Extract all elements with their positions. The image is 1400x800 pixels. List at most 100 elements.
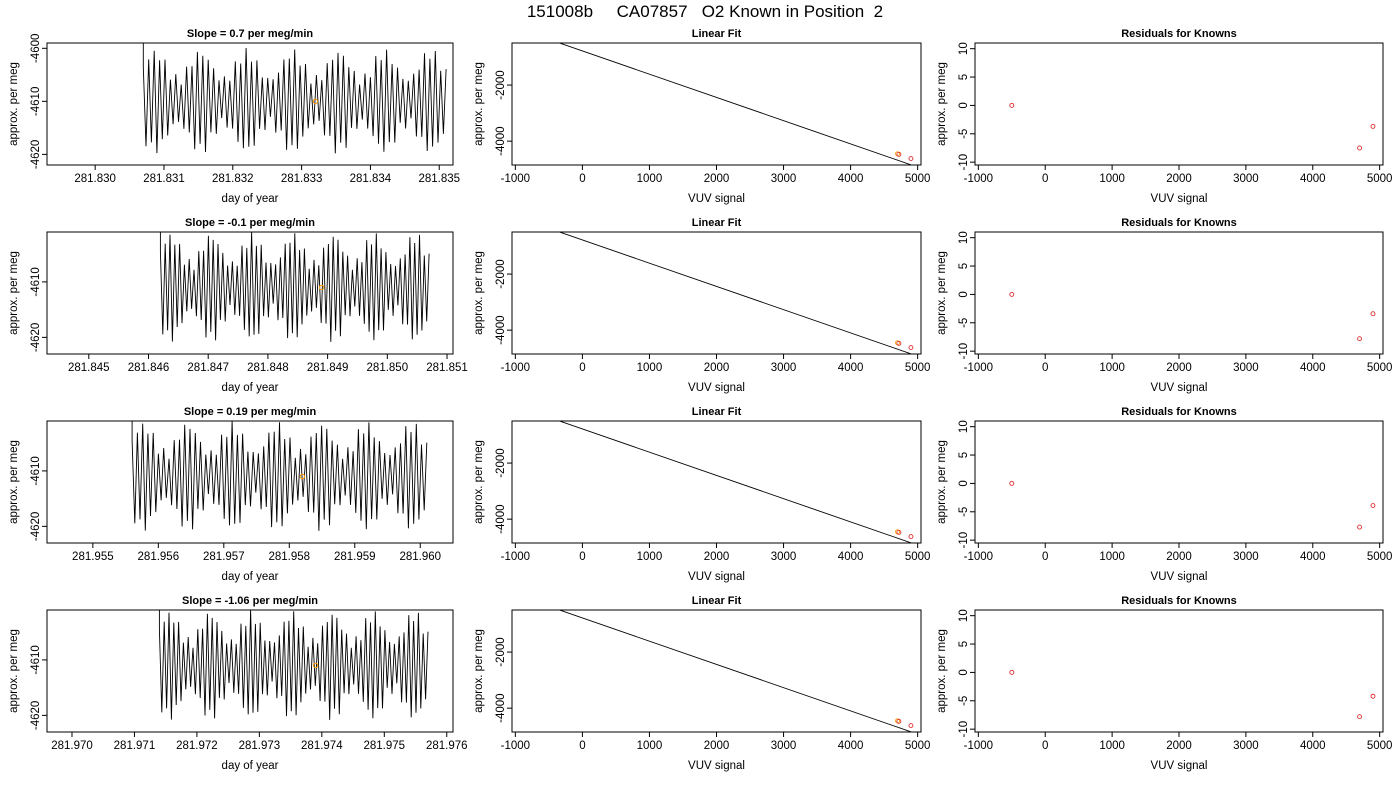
plot-area bbox=[558, 421, 914, 543]
x-tick-label: 281.831 bbox=[143, 173, 185, 185]
plot-area bbox=[158, 610, 429, 720]
y-tick-label: -10 bbox=[958, 532, 970, 549]
data-point bbox=[1009, 669, 1015, 675]
data-point bbox=[896, 151, 902, 157]
axes-frame bbox=[974, 420, 1384, 544]
y-tick-label: 10 bbox=[958, 231, 970, 244]
x-tick-label: 3000 bbox=[771, 362, 797, 374]
y-tick-label: -4000 bbox=[495, 693, 507, 722]
y-tick-label: -5 bbox=[958, 129, 970, 139]
plot-area bbox=[142, 43, 447, 154]
data-point bbox=[1009, 102, 1015, 108]
y-tick-label: 5 bbox=[958, 263, 970, 269]
y-axis-label: approx. per meg bbox=[936, 251, 948, 335]
y-tick-label: 5 bbox=[958, 452, 970, 458]
x-tick-label: 281.958 bbox=[269, 551, 311, 563]
x-axis-label: VUV signal bbox=[1151, 760, 1208, 772]
x-tick-label: 281.956 bbox=[138, 551, 180, 563]
x-tick-label: -1000 bbox=[964, 740, 993, 752]
mean-marker bbox=[318, 284, 325, 291]
plot-area bbox=[131, 421, 428, 531]
y-tick-label: -4610 bbox=[30, 645, 42, 674]
x-tick-label: 1000 bbox=[637, 362, 663, 374]
x-tick-label: 5000 bbox=[905, 173, 931, 185]
data-point bbox=[1009, 480, 1015, 486]
x-tick-label: 0 bbox=[579, 362, 585, 374]
x-tick-label: 281.973 bbox=[239, 740, 281, 752]
panel-2-1: Slope = -0.1 per meg/min 281.845 281.846 28… bbox=[8, 217, 468, 394]
y-tick-label: 0 bbox=[958, 102, 970, 108]
data-point bbox=[908, 345, 914, 350]
panel-3-2: Linear Fit -1000 0 1000 2000 3000 4000 5000 VUV … bbox=[473, 406, 930, 583]
x-tick-label: 2000 bbox=[1166, 362, 1192, 374]
y-tick-label: 0 bbox=[958, 480, 970, 486]
axes-frame bbox=[974, 609, 1384, 733]
x-tick-label: -1000 bbox=[501, 173, 530, 185]
panel-1-2: Linear Fit -1000 0 1000 2000 3000 4000 5000 VUV … bbox=[473, 28, 930, 205]
y-tick-label: -2000 bbox=[495, 637, 507, 666]
x-tick-label: 3000 bbox=[1233, 740, 1259, 752]
plot-area bbox=[1009, 102, 1376, 151]
x-tick-label: 5000 bbox=[905, 551, 931, 563]
panel-title: Linear Fit bbox=[692, 28, 742, 40]
data-point bbox=[908, 723, 914, 728]
x-tick-label: 281.975 bbox=[364, 740, 406, 752]
x-tick-label: 281.957 bbox=[203, 551, 245, 563]
x-tick-label: 2000 bbox=[704, 362, 730, 374]
x-axis-label: VUV signal bbox=[1151, 571, 1208, 583]
fit-line bbox=[558, 232, 913, 354]
plot-area bbox=[159, 232, 430, 342]
axes-frame bbox=[46, 42, 454, 166]
y-tick-label: -10 bbox=[958, 343, 970, 360]
y-tick-label: -4610 bbox=[30, 267, 42, 296]
panel-title: Slope = -1.06 per meg/min bbox=[182, 595, 318, 607]
y-tick-label: -2000 bbox=[495, 448, 507, 477]
y-tick-label: -10 bbox=[958, 721, 970, 738]
y-tick-label: -4610 bbox=[30, 456, 42, 485]
y-tick-label: 10 bbox=[958, 42, 970, 55]
mean-marker bbox=[312, 662, 319, 669]
panel-title: Linear Fit bbox=[692, 406, 742, 418]
panel-title: Residuals for Knowns bbox=[1121, 217, 1237, 229]
x-axis-label: day of year bbox=[222, 760, 279, 772]
x-axis-label: day of year bbox=[222, 571, 279, 583]
x-tick-label: -1000 bbox=[501, 740, 530, 752]
panel-title: Residuals for Knowns bbox=[1121, 406, 1237, 418]
data-trace bbox=[142, 43, 447, 154]
x-tick-label: 0 bbox=[1042, 173, 1048, 185]
x-tick-label: 1000 bbox=[637, 173, 663, 185]
x-tick-label: 3000 bbox=[1233, 551, 1259, 563]
x-tick-label: 4000 bbox=[1300, 173, 1326, 185]
x-tick-label: 0 bbox=[1042, 740, 1048, 752]
x-tick-label: -1000 bbox=[964, 362, 993, 374]
data-point bbox=[908, 534, 914, 539]
y-axis-label: approx. per meg bbox=[8, 629, 20, 713]
panel-title: Slope = 0.19 per meg/min bbox=[184, 406, 317, 418]
x-tick-label: 4000 bbox=[1300, 362, 1326, 374]
x-tick-label: -1000 bbox=[501, 362, 530, 374]
x-tick-label: -1000 bbox=[964, 551, 993, 563]
data-point bbox=[1009, 291, 1015, 297]
axes-frame bbox=[46, 420, 454, 544]
y-tick-label: -4000 bbox=[495, 315, 507, 344]
data-point bbox=[547, 226, 551, 230]
data-point bbox=[1370, 123, 1376, 129]
data-point bbox=[1370, 311, 1376, 317]
data-point bbox=[1357, 336, 1363, 342]
y-tick-label: -4600 bbox=[30, 34, 42, 63]
plot-area bbox=[547, 226, 914, 354]
y-tick-label: 0 bbox=[958, 669, 970, 675]
y-axis-label: approx. per meg bbox=[936, 629, 948, 713]
x-tick-label: 3000 bbox=[771, 740, 797, 752]
x-tick-label: 1000 bbox=[1099, 740, 1125, 752]
x-tick-label: 1000 bbox=[1099, 362, 1125, 374]
y-axis-label: approx. per meg bbox=[8, 251, 20, 335]
y-tick-label: 5 bbox=[958, 74, 970, 80]
x-tick-label: 0 bbox=[579, 740, 585, 752]
data-point bbox=[547, 37, 551, 41]
y-axis-label: approx. per meg bbox=[473, 62, 485, 146]
x-tick-label: 281.845 bbox=[68, 362, 110, 374]
panel-title: Linear Fit bbox=[692, 217, 742, 229]
y-tick-label: 10 bbox=[958, 609, 970, 622]
axes-frame bbox=[974, 231, 1384, 355]
